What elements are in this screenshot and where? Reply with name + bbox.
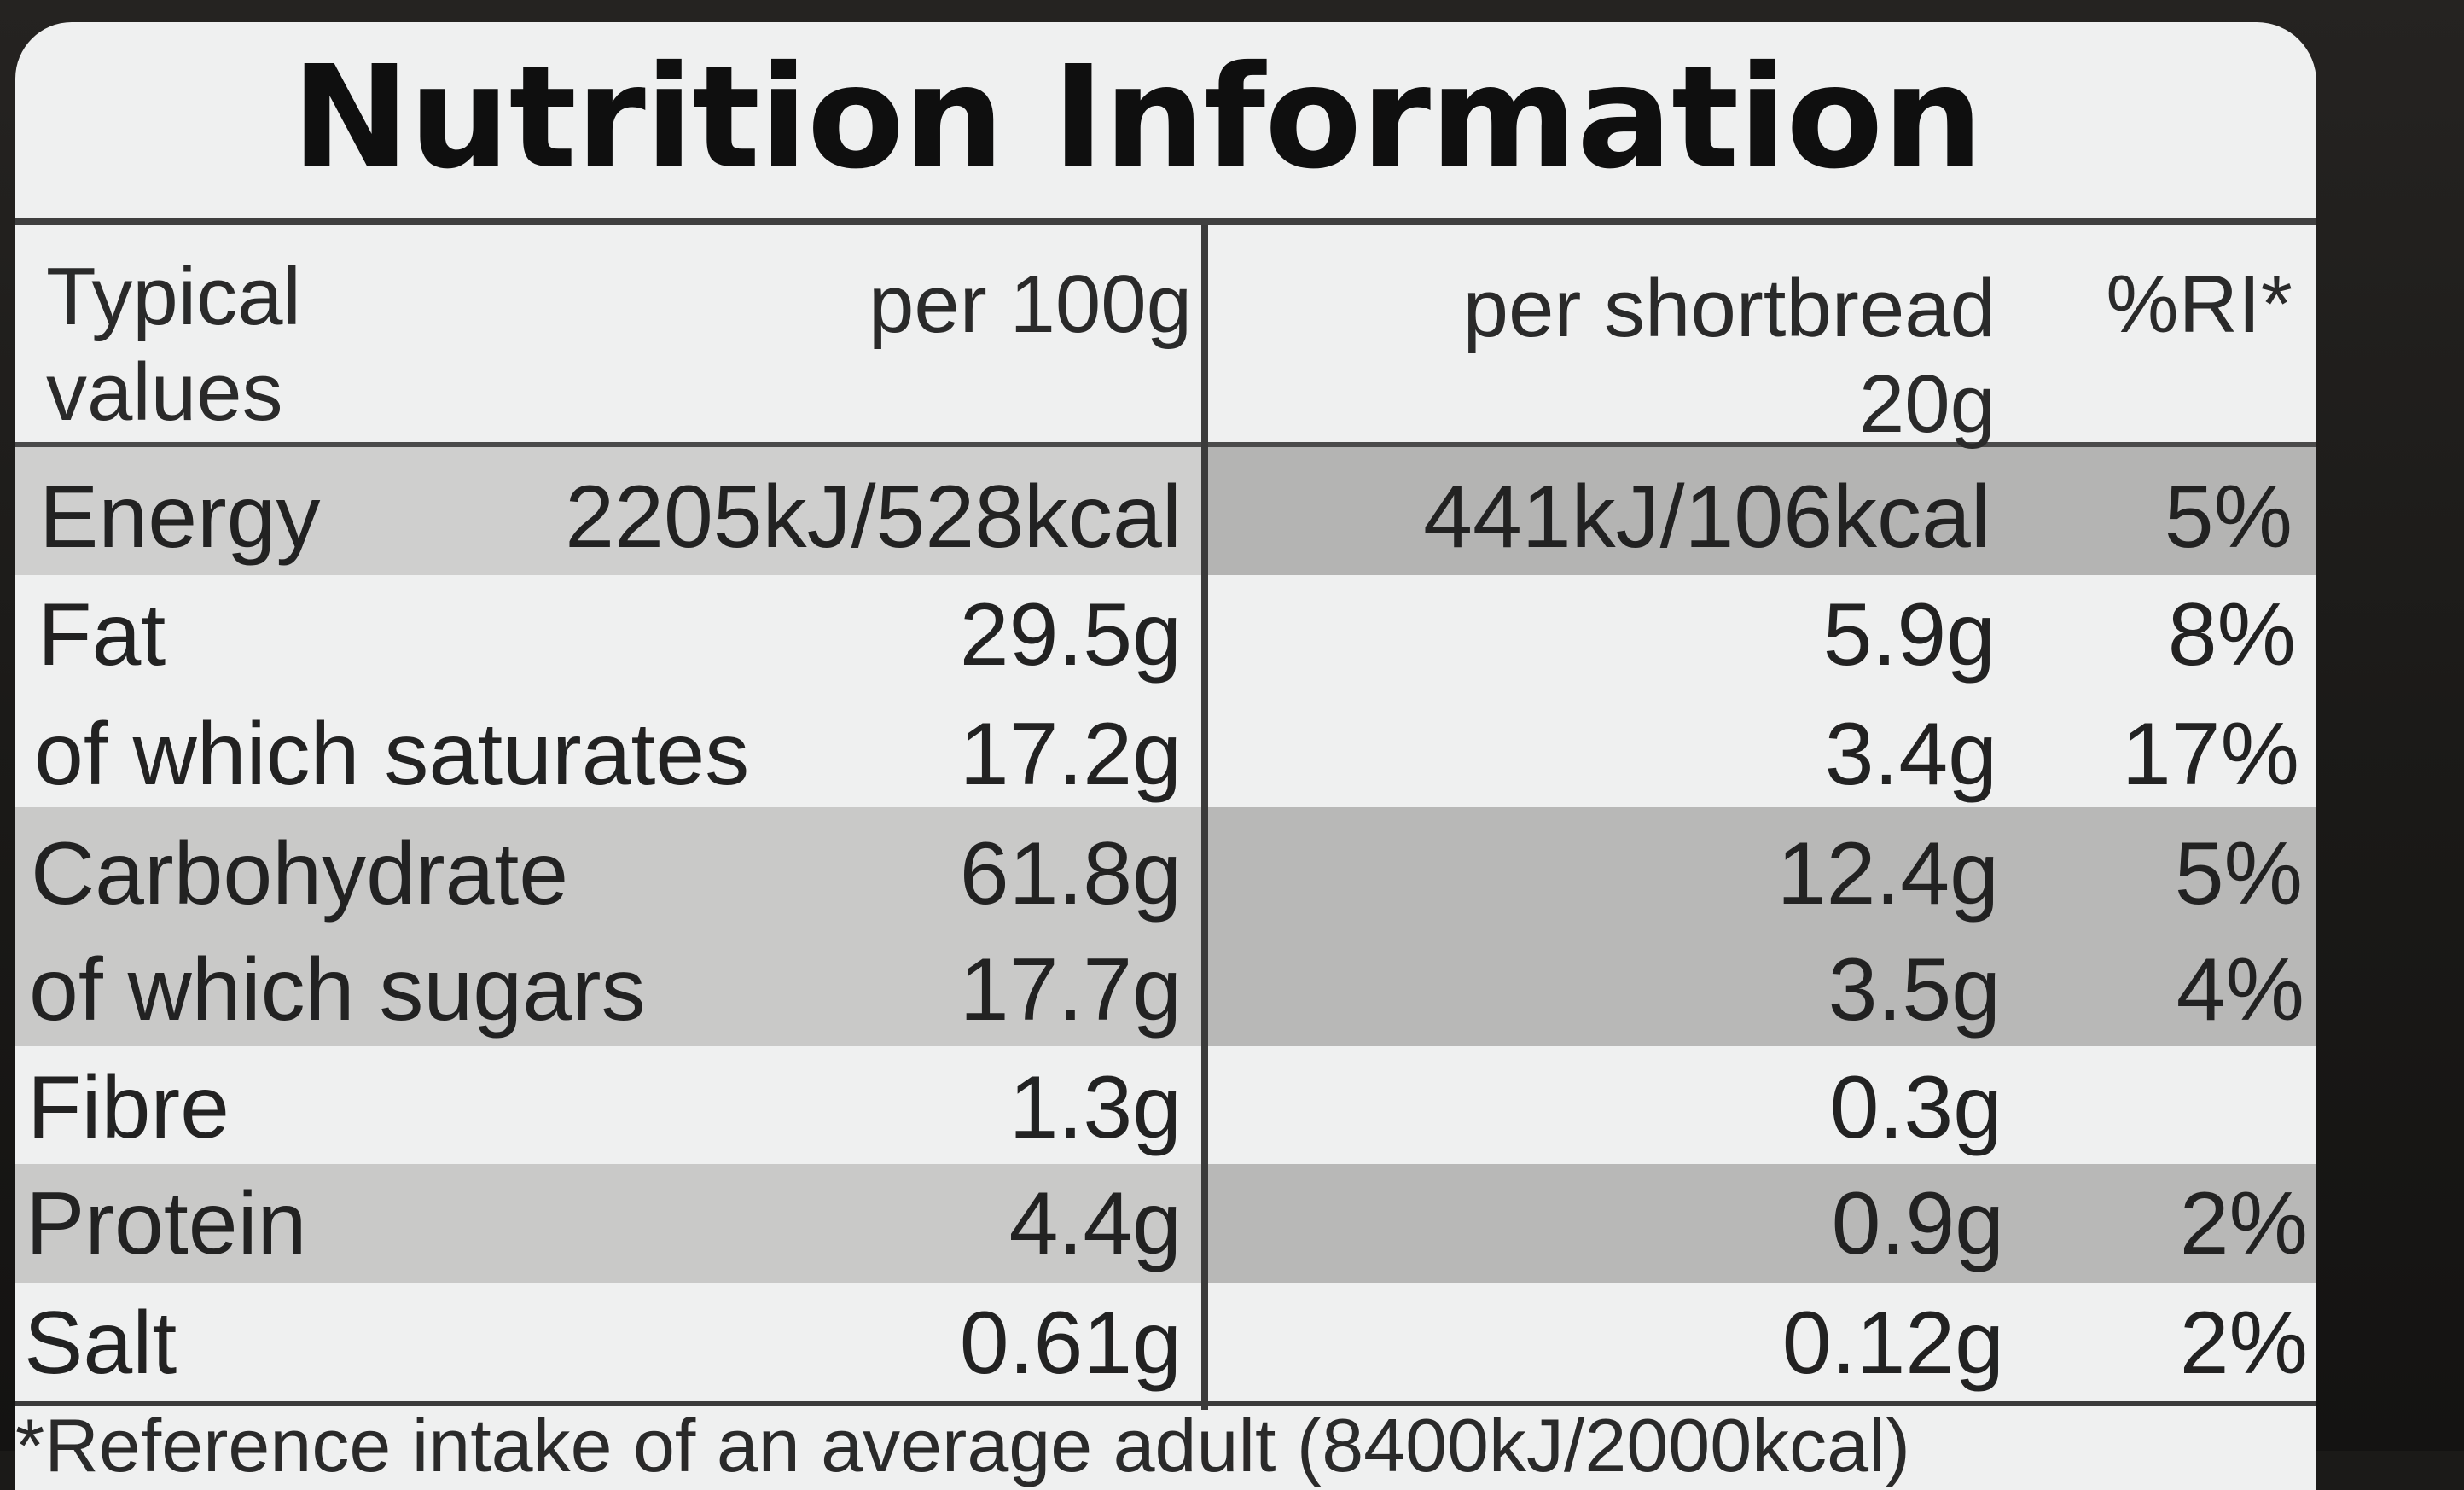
label-title: Nutrition Information — [15, 22, 2316, 215]
protein-row-shading — [15, 1164, 2316, 1283]
nutrient-name: Fat — [38, 585, 166, 684]
value-ri: 5% — [2164, 468, 2293, 567]
value-per-serving: 3.5g — [1828, 940, 2001, 1039]
nutrition-label: Nutrition Information Typical values per… — [15, 22, 2316, 1490]
value-per-100g: 61.8g — [959, 824, 1182, 923]
value-per-100g: 17.2g — [959, 705, 1182, 804]
header-per-serving: per shortbread 20g — [1462, 263, 1996, 450]
value-ri: 5% — [2174, 824, 2303, 923]
value-ri: 2% — [2179, 1174, 2308, 1273]
carbohydrate-rows-shading — [15, 807, 2316, 1046]
value-ri: 2% — [2179, 1294, 2308, 1393]
title-divider — [15, 218, 2316, 225]
nutrient-name: of which sugars — [29, 940, 646, 1039]
nutrient-name: Salt — [24, 1294, 177, 1393]
reference-intake-footnote: *Reference intake of an average adult (8… — [15, 1403, 1910, 1487]
column-divider — [1201, 225, 1208, 1410]
value-per-serving: 5.9g — [1822, 585, 1996, 684]
nutrient-name: of which saturates — [34, 705, 750, 804]
value-per-100g: 29.5g — [959, 585, 1182, 684]
value-per-serving: 12.4g — [1776, 824, 1999, 923]
nutrient-name: Protein — [26, 1174, 307, 1273]
value-per-100g: 2205kJ/528kcal — [565, 468, 1182, 567]
value-per-serving: 0.12g — [1781, 1294, 2004, 1393]
value-per-serving: 0.3g — [1829, 1058, 2002, 1157]
value-per-100g: 0.61g — [959, 1294, 1182, 1393]
nutrient-name: Carbohydrate — [31, 824, 569, 923]
value-per-serving: 441kJ/106kcal — [1423, 468, 1990, 567]
energy-row-shading — [15, 447, 2316, 575]
table-bottom-divider — [15, 1401, 2316, 1406]
value-per-serving: 3.4g — [1824, 705, 1997, 804]
header-per-100g: per 100g — [869, 259, 1192, 350]
value-per-100g: 4.4g — [1008, 1174, 1182, 1273]
header-divider — [15, 442, 2316, 447]
nutrient-name: Energy — [39, 468, 321, 567]
value-per-100g: 17.7g — [959, 940, 1182, 1039]
value-ri: 17% — [2121, 705, 2299, 804]
nutrient-name: Fibre — [27, 1058, 230, 1157]
value-ri: 8% — [2167, 585, 2296, 684]
header-ri: %RI* — [2106, 259, 2293, 350]
header-typical-values: Typical values — [46, 251, 301, 438]
title-text: Nutrition Information — [291, 36, 1983, 201]
value-per-100g: 1.3g — [1008, 1058, 1182, 1157]
value-ri: 4% — [2176, 940, 2304, 1039]
value-per-serving: 0.9g — [1831, 1174, 2004, 1273]
